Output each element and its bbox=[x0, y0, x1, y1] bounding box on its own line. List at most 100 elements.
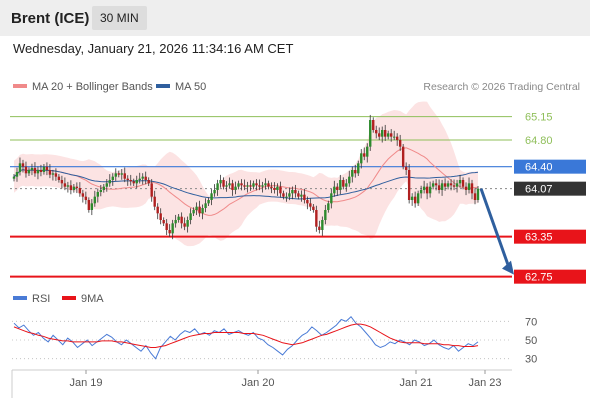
candle-body bbox=[231, 183, 234, 190]
candle-body bbox=[159, 213, 162, 220]
candle-body bbox=[213, 190, 216, 194]
candle-body bbox=[366, 146, 369, 157]
candle-body bbox=[407, 170, 411, 200]
candle-body bbox=[240, 183, 243, 186]
candle-body bbox=[39, 170, 43, 172]
candle-body bbox=[81, 193, 85, 197]
candle-body bbox=[473, 193, 477, 200]
candle-body bbox=[153, 196, 156, 207]
candle-body bbox=[237, 183, 240, 187]
legend-swatch-9ma bbox=[62, 296, 76, 300]
candle-body bbox=[12, 176, 16, 179]
candle-body bbox=[258, 185, 261, 187]
legend-swatch-ma50 bbox=[156, 84, 170, 88]
level-label-64.40: 64.40 bbox=[525, 162, 553, 174]
candle-body bbox=[219, 180, 222, 184]
candle-body bbox=[309, 203, 312, 207]
candle-body bbox=[210, 193, 213, 200]
candle-body bbox=[270, 186, 273, 188]
candle-body bbox=[386, 133, 390, 137]
candle-body bbox=[99, 190, 103, 192]
candle-body bbox=[201, 208, 204, 214]
candle-body bbox=[458, 180, 462, 184]
candle-body bbox=[249, 185, 252, 187]
candle-body bbox=[204, 203, 207, 208]
candle-body bbox=[431, 183, 435, 187]
level-label-64.80: 64.80 bbox=[525, 135, 553, 147]
candle-body bbox=[108, 180, 111, 184]
candle-body bbox=[476, 188, 480, 200]
candle-body bbox=[264, 183, 267, 186]
rsi-tick-30: 30 bbox=[525, 354, 537, 366]
candle-body bbox=[96, 192, 100, 197]
ma50-line bbox=[13, 169, 479, 200]
candle-body bbox=[375, 130, 378, 134]
candle-body bbox=[363, 153, 366, 157]
level-tag-bg-64.40 bbox=[514, 159, 586, 174]
candle-body bbox=[75, 186, 79, 188]
candle-body bbox=[395, 136, 399, 140]
candle-body bbox=[168, 230, 171, 234]
candle-body bbox=[66, 185, 70, 187]
candle-body bbox=[282, 193, 285, 197]
candle-body bbox=[392, 136, 396, 138]
candle-body bbox=[36, 170, 40, 174]
candle-body bbox=[470, 183, 474, 194]
candle-body bbox=[372, 120, 375, 130]
candle-body bbox=[150, 183, 153, 197]
candle-body bbox=[389, 133, 393, 137]
legend-label-bollinger: MA 20 + Bollinger Bands bbox=[32, 81, 153, 93]
candle-body bbox=[252, 183, 255, 187]
level-tag-bg-63.35 bbox=[514, 229, 586, 244]
x-tick-label-jan-20: Jan 20 bbox=[241, 377, 274, 389]
candle-body bbox=[345, 183, 348, 187]
candle-body bbox=[333, 186, 336, 194]
candle-body bbox=[30, 168, 34, 170]
candle-body bbox=[54, 173, 58, 177]
timeframe-badge[interactable]: 30 MIN bbox=[92, 6, 147, 30]
candle-body bbox=[87, 200, 91, 210]
candle-body bbox=[279, 186, 282, 194]
forecast-arrow-shaft bbox=[479, 188, 511, 269]
candle-body bbox=[120, 173, 123, 175]
candle-body bbox=[60, 180, 64, 184]
candle-body bbox=[147, 180, 150, 184]
candle-body bbox=[321, 220, 324, 230]
candle-body bbox=[117, 173, 120, 175]
legend-label-9ma: 9MA bbox=[81, 293, 104, 305]
candle-body bbox=[138, 178, 141, 180]
candle-body bbox=[428, 186, 432, 194]
chart-header: Brent (ICE) 30 MIN bbox=[0, 0, 590, 36]
candle-body bbox=[425, 186, 429, 194]
candle-body bbox=[123, 173, 126, 179]
candle-body bbox=[84, 196, 88, 200]
forecast-arrow-head bbox=[502, 260, 514, 275]
legend-label-rsi: RSI bbox=[32, 293, 50, 305]
candle-body bbox=[416, 193, 420, 204]
candle-body bbox=[69, 185, 73, 190]
candle-body bbox=[398, 140, 402, 147]
candle-body bbox=[351, 170, 354, 177]
candle-body bbox=[21, 163, 25, 167]
candle-body bbox=[171, 223, 174, 234]
candle-body bbox=[294, 190, 297, 194]
candle-body bbox=[285, 196, 288, 198]
candle-body bbox=[57, 176, 61, 180]
candle-body bbox=[165, 223, 168, 230]
candle-body bbox=[384, 130, 387, 137]
candle-body bbox=[404, 166, 408, 170]
x-tick-label-jan-21: Jan 21 bbox=[399, 377, 432, 389]
candle-body bbox=[141, 176, 144, 179]
candle-body bbox=[198, 206, 201, 214]
candle-body bbox=[45, 166, 49, 170]
candle-body bbox=[93, 196, 97, 204]
candle-body bbox=[135, 180, 138, 184]
candle-body bbox=[48, 170, 52, 175]
candle-body bbox=[327, 203, 330, 210]
level-tag-bg-64.07 bbox=[514, 181, 586, 196]
rsi-tick-70: 70 bbox=[525, 316, 537, 328]
candle-body bbox=[216, 183, 219, 190]
candle-body bbox=[192, 210, 195, 214]
candle-body bbox=[434, 183, 438, 186]
candle-body bbox=[461, 180, 465, 187]
